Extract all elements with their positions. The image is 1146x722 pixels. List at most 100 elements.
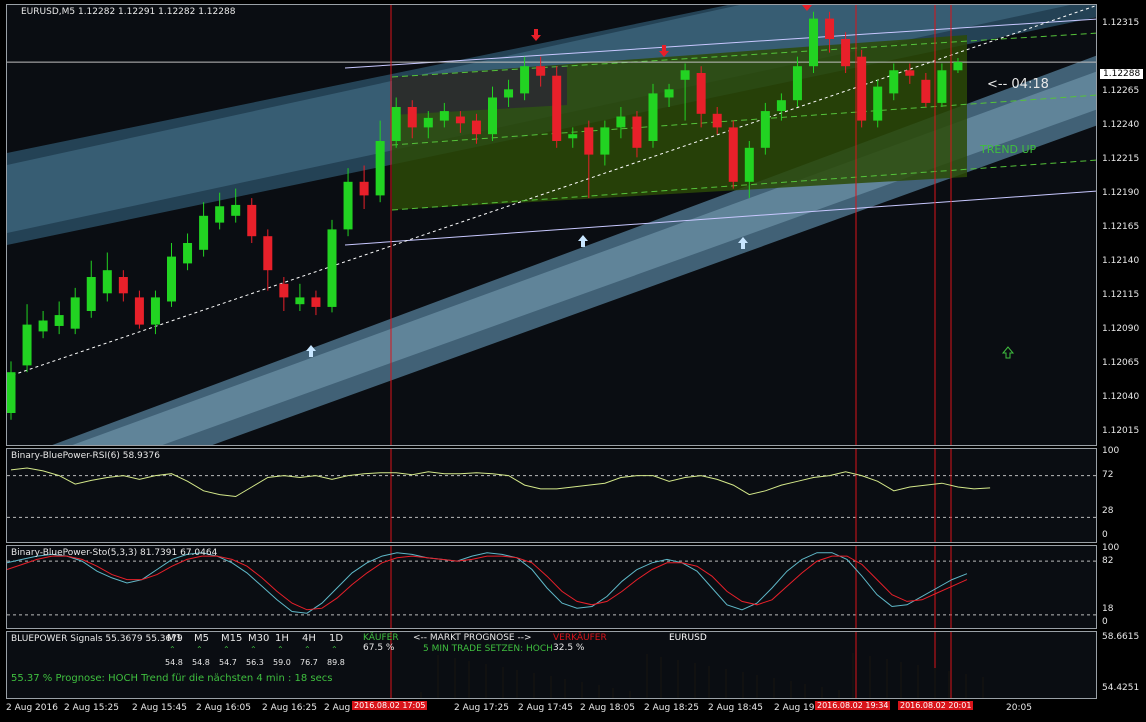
time-marker-tag: 2016.08.02 20:01 xyxy=(898,701,974,710)
sell-arrow-3-shape xyxy=(802,5,812,11)
candle-body xyxy=(327,229,337,307)
timeframe-up-icon: ⌃ xyxy=(196,645,203,654)
timeframe-value: 56.3 xyxy=(246,658,264,667)
candle-body xyxy=(295,297,305,305)
candle-body xyxy=(118,277,128,294)
candle-body xyxy=(728,127,738,182)
sell-arrow-1-shape xyxy=(531,29,541,41)
rsi-axis-tick: 0 xyxy=(1102,530,1108,540)
price-axis: 1.12315 1.12265 1.12240 1.12215 1.12190 1.121… xyxy=(1099,0,1146,722)
rsi-line xyxy=(10,467,991,498)
candle-body xyxy=(809,18,818,67)
time-tick: 2 Aug 2016 xyxy=(6,703,58,713)
rsi-axis-tick: 100 xyxy=(1102,446,1120,456)
candle-body xyxy=(375,141,385,196)
candle-body xyxy=(600,127,610,155)
candle-body xyxy=(504,89,514,98)
sto-axis-tick: 0 xyxy=(1102,617,1108,627)
price-tick: 1.12190 xyxy=(1102,188,1140,199)
prognose-text: 55.37 % Prognose: HOCH Trend für die näc… xyxy=(11,673,333,684)
candle-body xyxy=(664,89,674,98)
candle-body xyxy=(905,70,915,76)
candle-body xyxy=(54,315,64,326)
candle-body xyxy=(616,116,626,128)
rsi-pane[interactable]: Binary-BluePower-RSI(6) 58.9376 xyxy=(6,448,1097,543)
candle-body xyxy=(536,66,546,76)
price-tick: 1.12115 xyxy=(1102,290,1140,301)
time-tick: 2 Aug 16:05 xyxy=(196,703,251,713)
lower-trendline xyxy=(344,190,1096,246)
candle-body xyxy=(150,297,160,325)
countdown-label: <-- 04:18 xyxy=(987,77,1049,92)
candle-body xyxy=(231,204,241,216)
timeframe-up-icon: ⌃ xyxy=(304,645,311,654)
buy-arrow-2-shape xyxy=(578,235,588,247)
candle-body xyxy=(648,93,658,141)
candle-body xyxy=(215,206,225,223)
forecast-label: <-- MARKT PROGNOSE --> xyxy=(413,633,532,643)
timeframe-up-icon: ⌃ xyxy=(223,645,230,654)
candle-body xyxy=(247,204,257,237)
sto-axis-tick: 82 xyxy=(1102,556,1114,567)
timeframe-label: M30 xyxy=(248,633,270,644)
timeframe-label: 1H xyxy=(275,633,289,644)
price-tick: 1.12215 xyxy=(1102,154,1140,165)
stochastic-title: Binary-BluePower-Sto(5,3,3) 81.7391 67.0… xyxy=(11,548,218,558)
seller-percent: 32.5 % xyxy=(553,643,585,653)
timeframe-up-icon: ⌃ xyxy=(250,645,257,654)
upper-trendline xyxy=(344,18,1096,69)
candle-body xyxy=(857,56,867,121)
time-tick: 2 Aug 17:45 xyxy=(518,703,573,713)
main-chart-title: EURUSD,M5 1.12282 1.12291 1.12282 1.1228… xyxy=(21,7,236,17)
time-tick: 2 Aug 16:25 xyxy=(262,703,317,713)
timeframe-value: 54.8 xyxy=(165,658,183,667)
timeframe-up-icon: ⌃ xyxy=(169,645,176,654)
main-chart-pane[interactable]: EURUSD,M5 1.12282 1.12291 1.12282 1.1228… xyxy=(6,4,1097,446)
buyer-label: KÄUFER xyxy=(363,633,399,643)
timeframe-value: 54.8 xyxy=(192,658,210,667)
candle-body xyxy=(632,116,642,148)
current-price-tag: 1.12288 xyxy=(1100,69,1144,79)
price-tick: 1.12265 xyxy=(1102,86,1140,97)
candle-body xyxy=(279,283,289,298)
candle-body xyxy=(167,256,176,302)
timeframe-label: 4H xyxy=(302,633,316,644)
candle-body xyxy=(841,39,851,67)
buy-arrow-3-shape xyxy=(738,237,748,249)
sto-axis-tick: 18 xyxy=(1102,603,1114,614)
time-tick: 2 Aug 16:45 xyxy=(324,703,379,713)
dotted-trendline xyxy=(7,5,1096,378)
candle-body xyxy=(552,75,562,141)
candle-body xyxy=(776,100,786,112)
stochastic-pane[interactable]: Binary-BluePower-Sto(5,3,3) 81.7391 67.0… xyxy=(6,545,1097,629)
candle-body xyxy=(391,107,401,141)
candle-body xyxy=(183,243,193,264)
timeframe-label: M1 xyxy=(167,633,182,644)
price-tick: 1.12065 xyxy=(1102,358,1140,369)
sto-axis-tick: 100 xyxy=(1102,543,1120,553)
rsi-title: Binary-BluePower-RSI(6) 58.9376 xyxy=(11,451,160,461)
time-axis: 2 Aug 2016 2 Aug 15:25 2 Aug 15:45 2 Aug 16… xyxy=(6,700,1097,718)
time-marker-tag: 2016.08.02 19:34 xyxy=(815,701,891,710)
green-dashed-mid xyxy=(391,94,1096,146)
time-tick: 20:05 xyxy=(1006,703,1032,713)
candle-body xyxy=(455,116,465,124)
rsi-canvas xyxy=(7,449,1096,542)
price-tick: 1.12090 xyxy=(1102,324,1140,335)
sell-arrow-2 xyxy=(659,45,669,57)
rsi-axis-tick: 72 xyxy=(1102,469,1114,480)
time-tick: 2 Aug 18:05 xyxy=(580,703,635,713)
signals-pane[interactable]: BLUEPOWER Signals 55.3679 55.3679 M1 54.8… xyxy=(6,631,1097,699)
price-tick: 1.12040 xyxy=(1102,392,1140,403)
main-chart-canvas[interactable] xyxy=(7,5,1097,446)
time-tick: 2 Aug 17:25 xyxy=(454,703,509,713)
candle-body xyxy=(712,113,722,128)
trade-hint: 5 MIN TRADE SETZEN: HOCH xyxy=(423,644,553,654)
trend-label: TREND UP xyxy=(980,143,1037,156)
time-tick: 2 Aug 18:25 xyxy=(644,703,699,713)
candle-body xyxy=(199,215,209,250)
timeframe-label: M5 xyxy=(194,633,209,644)
sell-arrow-1 xyxy=(531,29,541,41)
green-dashed-lower xyxy=(391,159,1096,211)
candle-body xyxy=(760,111,770,148)
